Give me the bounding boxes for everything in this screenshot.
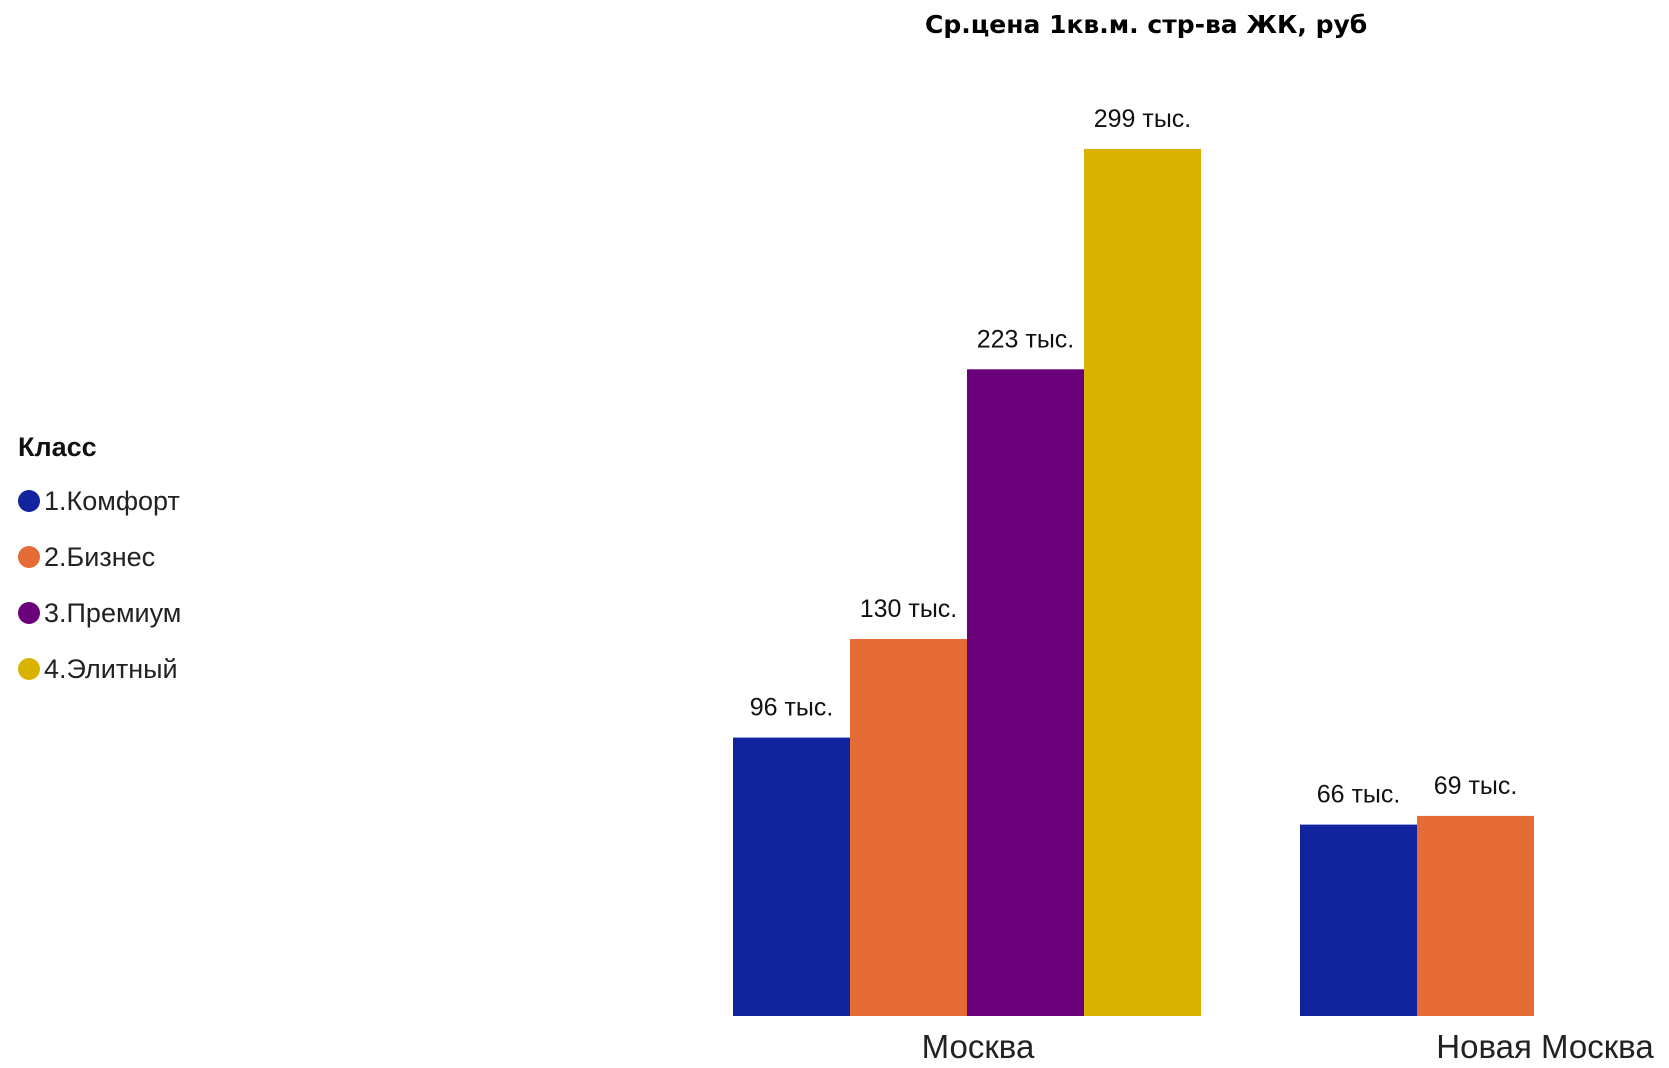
legend: Класс 1.Комфорт 2.Бизнес 3.Премиум 4.Эли… <box>18 432 181 697</box>
legend-item-comfort[interactable]: 1.Комфорт <box>18 473 181 529</box>
data-label-background <box>1081 98 1212 137</box>
x-tick-label: Новая Москва <box>1436 1028 1654 1065</box>
data-label: 69 тыс. <box>1434 772 1518 800</box>
data-label-background <box>1297 774 1428 813</box>
data-label-background <box>847 589 978 627</box>
data-label: 96 тыс. <box>750 694 834 722</box>
data-label: 66 тыс. <box>1317 781 1401 809</box>
bar[interactable] <box>850 639 967 1016</box>
chart-title: Ср.цена 1кв.м. стр-ва ЖК, руб <box>925 10 1368 39</box>
legend-label: 2.Бизнес <box>44 541 156 572</box>
legend-dot-elite-icon <box>18 658 40 680</box>
legend-label: 1.Комфорт <box>44 485 180 516</box>
legend-item-elite[interactable]: 4.Элитный <box>18 641 181 697</box>
bar[interactable] <box>733 737 850 1016</box>
data-label: 223 тыс. <box>977 325 1075 353</box>
legend-item-premium[interactable]: 3.Премиум <box>18 585 181 641</box>
legend-title: Класс <box>18 432 97 462</box>
legend-dot-comfort-icon <box>18 490 40 512</box>
data-label-background <box>964 319 1095 358</box>
bar[interactable] <box>1300 824 1417 1016</box>
legend-dot-business-icon <box>18 546 40 568</box>
data-label: 130 тыс. <box>860 595 958 623</box>
bar[interactable] <box>967 369 1084 1016</box>
legend-item-business[interactable]: 2.Бизнес <box>18 529 181 585</box>
data-label-background <box>1414 765 1545 804</box>
bar[interactable] <box>1417 815 1534 1016</box>
bar[interactable] <box>1084 148 1201 1016</box>
legend-label: 3.Премиум <box>44 597 182 628</box>
data-label: 299 тыс. <box>1094 105 1192 133</box>
legend-label: 4.Элитный <box>44 653 178 684</box>
x-tick-label: Москва <box>922 1028 1035 1065</box>
data-label-background <box>730 687 861 726</box>
legend-dot-premium-icon <box>18 602 40 624</box>
